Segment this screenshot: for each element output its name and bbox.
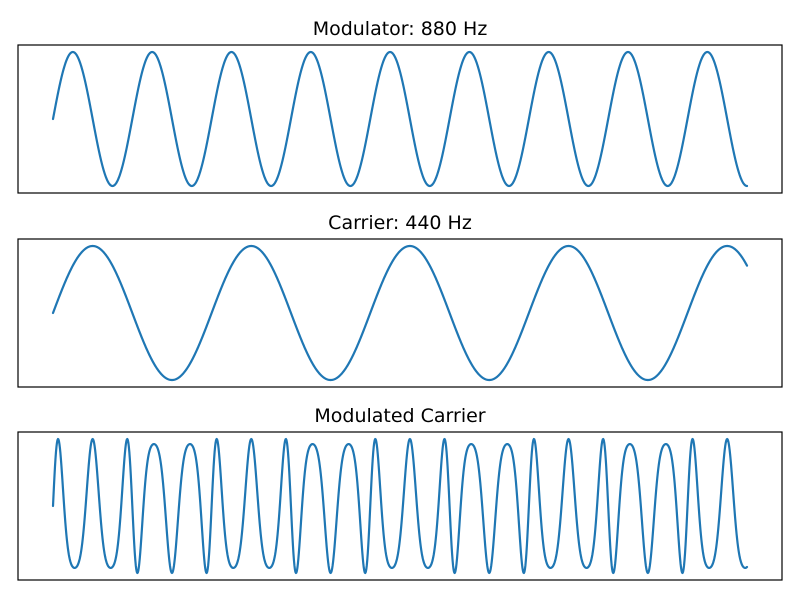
panel-modulated-series-line bbox=[51, 437, 749, 575]
panel-modulated-frame bbox=[17, 431, 783, 581]
panel-modulator-frame bbox=[17, 44, 783, 194]
panel-carrier-series-line bbox=[51, 244, 749, 382]
panel-modulated: Modulated Carrier bbox=[17, 405, 783, 581]
panel-modulated-title: Modulated Carrier bbox=[314, 405, 485, 427]
panel-carrier-title: Carrier: 440 Hz bbox=[328, 212, 472, 234]
panel-modulator: Modulator: 880 Hz bbox=[17, 18, 783, 194]
panel-carrier-frame bbox=[17, 238, 783, 388]
panel-modulator-title: Modulator: 880 Hz bbox=[313, 18, 488, 40]
panel-modulator-series-line bbox=[51, 50, 749, 188]
panel-carrier: Carrier: 440 Hz bbox=[17, 212, 783, 388]
